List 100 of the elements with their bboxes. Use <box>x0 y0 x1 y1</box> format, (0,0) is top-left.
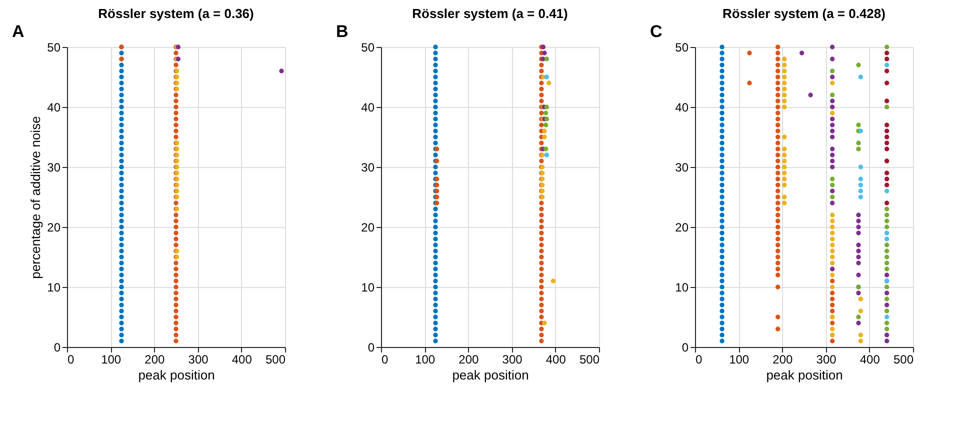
y-tick-label: 50 <box>361 40 375 54</box>
point <box>174 296 178 302</box>
y-tick-label: 20 <box>361 220 375 234</box>
point <box>433 278 438 284</box>
point <box>174 92 178 98</box>
point <box>775 164 780 170</box>
point <box>884 200 890 206</box>
point <box>433 140 438 146</box>
point <box>539 92 544 98</box>
point <box>830 134 835 140</box>
point <box>775 230 780 236</box>
point <box>720 182 724 188</box>
point <box>830 80 835 86</box>
point <box>720 110 724 116</box>
point <box>433 56 438 62</box>
point <box>433 326 438 332</box>
point <box>775 98 780 104</box>
point <box>174 272 178 278</box>
point <box>775 248 780 254</box>
point <box>539 290 544 296</box>
point <box>119 314 124 320</box>
point <box>433 302 438 308</box>
point <box>775 104 780 110</box>
point <box>539 158 544 164</box>
point <box>119 308 124 314</box>
point <box>539 272 544 278</box>
point <box>884 182 890 188</box>
point <box>174 284 178 290</box>
point <box>119 302 124 308</box>
point <box>720 194 724 200</box>
point <box>830 200 835 206</box>
x-tick-label: 0 <box>696 352 702 366</box>
point <box>830 74 835 80</box>
point <box>775 140 780 146</box>
point <box>720 92 724 98</box>
point <box>539 224 544 230</box>
point <box>775 272 780 278</box>
point <box>119 104 124 110</box>
point <box>884 62 890 68</box>
point <box>119 242 124 248</box>
x-axis-title: peak position <box>452 368 529 382</box>
point <box>775 176 780 182</box>
point <box>119 170 124 176</box>
point <box>830 212 835 218</box>
point <box>775 218 780 224</box>
point <box>433 254 438 260</box>
point <box>119 122 124 128</box>
point <box>119 320 124 326</box>
point <box>775 68 780 74</box>
y-tick-label: 20 <box>675 220 689 234</box>
point <box>433 50 438 56</box>
point <box>856 224 861 230</box>
point <box>856 314 861 320</box>
point <box>433 218 438 224</box>
point <box>720 56 724 62</box>
point <box>543 146 548 152</box>
point <box>539 98 544 104</box>
point <box>775 50 780 56</box>
point <box>174 128 178 134</box>
point <box>720 128 724 134</box>
point <box>720 164 724 170</box>
point <box>775 122 780 128</box>
point <box>856 146 861 152</box>
point <box>433 98 438 104</box>
point <box>433 74 438 80</box>
point <box>539 62 544 68</box>
point <box>720 62 724 68</box>
point <box>775 152 780 158</box>
point <box>720 146 724 152</box>
point <box>720 320 724 326</box>
point <box>720 290 724 296</box>
x-tick-label: 400 <box>860 352 880 366</box>
point <box>720 236 724 242</box>
point <box>720 254 724 260</box>
point <box>720 134 724 140</box>
point <box>119 200 124 206</box>
point <box>782 200 787 206</box>
point <box>539 206 544 212</box>
point <box>884 170 890 176</box>
point <box>119 158 124 164</box>
point <box>720 266 724 272</box>
chart-title: Rössler system (a = 0.36) <box>98 6 254 21</box>
point <box>539 68 544 74</box>
point <box>858 182 864 188</box>
point <box>119 254 124 260</box>
point <box>720 224 724 230</box>
point <box>775 182 780 188</box>
point <box>433 110 438 116</box>
point <box>720 116 724 122</box>
point <box>539 332 544 338</box>
x-tick-label: 400 <box>232 352 252 366</box>
point <box>119 260 124 266</box>
x-tick-label: 500 <box>265 352 286 366</box>
point <box>174 134 178 140</box>
point <box>884 188 890 194</box>
point <box>884 284 890 290</box>
point <box>884 326 890 332</box>
point <box>174 110 178 116</box>
point <box>884 68 890 74</box>
point <box>119 140 124 146</box>
